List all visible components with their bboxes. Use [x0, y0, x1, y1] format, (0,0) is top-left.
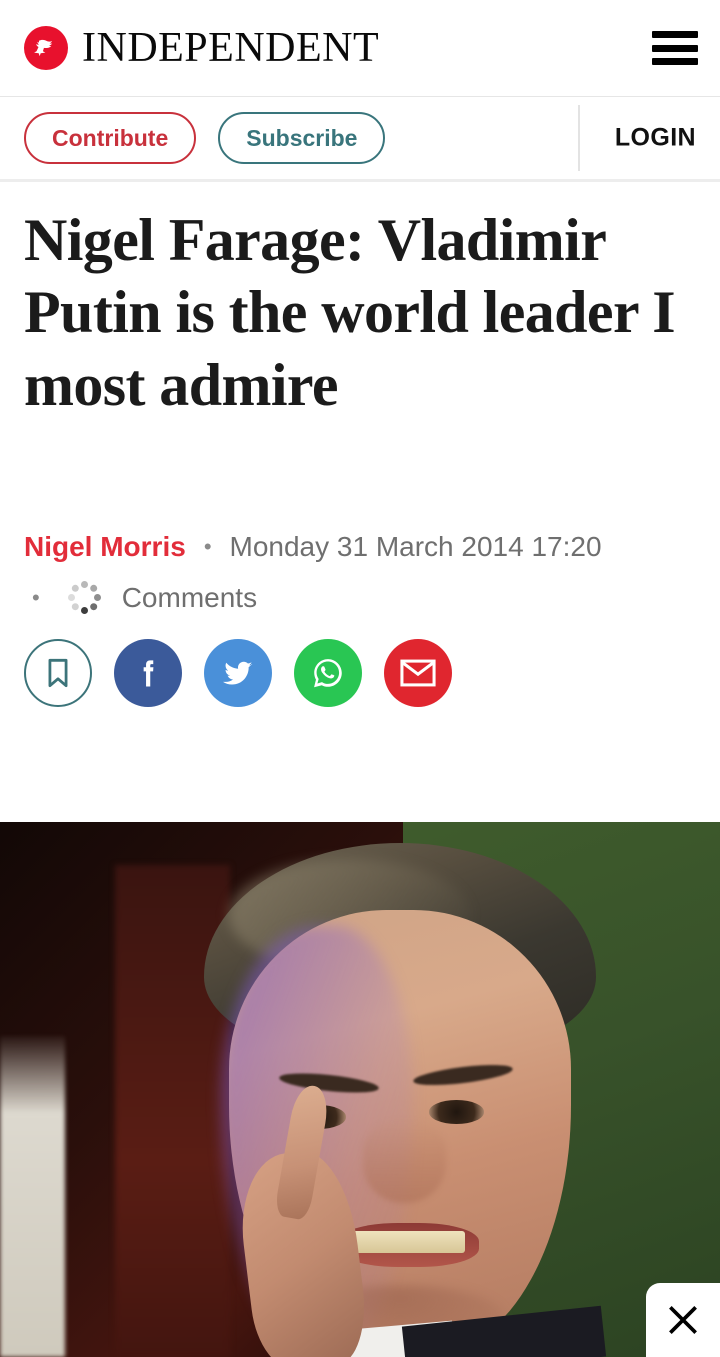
publish-date: Monday 31 March 2014 17:20: [229, 530, 602, 562]
whatsapp-icon[interactable]: [294, 638, 362, 707]
close-icon: [669, 1306, 697, 1334]
byline-primary-row: Nigel Morris • Monday 31 March 2014 17:2…: [24, 531, 696, 563]
hero-image: [0, 822, 720, 1357]
author-link[interactable]: Nigel Morris: [24, 530, 186, 562]
subject-teeth: [352, 1231, 465, 1253]
hero-subject: [187, 843, 607, 1357]
hamburger-bar: [652, 58, 698, 65]
bookmark-icon[interactable]: [24, 638, 92, 707]
nav-divider: [578, 105, 580, 171]
masthead: INDEPENDENT: [0, 0, 720, 96]
hamburger-bar: [652, 31, 698, 38]
byline-separator: •: [32, 584, 40, 610]
subject-nose: [362, 1120, 447, 1203]
hamburger-bar: [652, 44, 698, 52]
page-title: Nigel Farage: Vladimir Putin is the worl…: [24, 207, 676, 418]
site-logo[interactable]: INDEPENDENT: [24, 26, 379, 70]
share-toolbar: [0, 615, 720, 707]
login-button[interactable]: LOGIN: [614, 123, 696, 152]
independent-eagle-logo-icon: [24, 26, 68, 70]
twitter-icon[interactable]: [204, 638, 272, 707]
subscribe-button[interactable]: Subscribe: [218, 112, 386, 164]
comments-link[interactable]: Comments: [121, 581, 258, 613]
facebook-icon[interactable]: [114, 638, 182, 707]
hero-left-highlight: [0, 1036, 65, 1357]
brand-name: INDEPENDENT: [82, 25, 380, 71]
byline-separator: •: [203, 533, 212, 559]
hero-image-backdrop: [0, 822, 720, 1357]
contribute-button[interactable]: Contribute: [24, 112, 197, 164]
byline-secondary-row: • Comments: [24, 581, 696, 615]
utility-navbar: Contribute Subscribe LOGIN: [0, 96, 720, 182]
byline: Nigel Morris • Monday 31 March 2014 17:2…: [0, 531, 720, 615]
comments-loading-spinner-icon: [68, 581, 102, 615]
subject-eye-right: [429, 1100, 484, 1124]
email-icon[interactable]: [384, 638, 452, 707]
close-button[interactable]: [646, 1283, 720, 1357]
hamburger-menu-icon[interactable]: [652, 31, 698, 65]
